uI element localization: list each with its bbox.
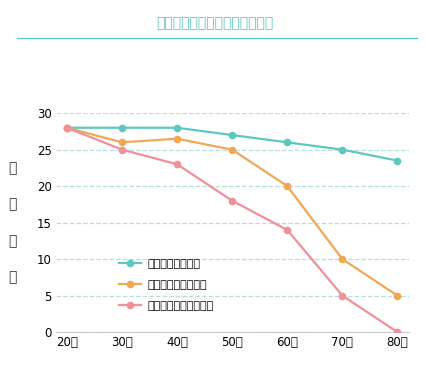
症状のある時だけ受診 [285,228,290,232]
Text: 歯: 歯 [9,161,17,175]
Line: 歯磨き指導を受けた: 歯磨き指導を受けた [64,124,401,299]
症状のある時だけ受診 [340,293,345,298]
症状のある時だけ受診 [395,330,400,334]
歯磨き指導を受けた [175,137,180,141]
定期的な予防管理 [395,158,400,163]
症状のある時だけ受診 [230,199,235,203]
定期的な予防管理 [340,147,345,152]
症状のある時だけ受診 [64,126,70,130]
症状のある時だけ受診 [175,162,180,166]
Text: 本: 本 [9,234,17,248]
歯磨き指導を受けた [340,257,345,261]
定期的な予防管理 [285,140,290,145]
Line: 症状のある時だけ受診: 症状のある時だけ受診 [64,124,401,335]
定期的な予防管理 [175,126,180,130]
Line: 定期的な予防管理: 定期的な予防管理 [64,124,401,164]
定期的な予防管理 [64,126,70,130]
Text: 数: 数 [9,270,17,284]
歯磨き指導を受けた [395,293,400,298]
Legend: 定期的な予防管理, 歯磨き指導を受けた, 症状のある時だけ受診: 定期的な予防管理, 歯磨き指導を受けた, 症状のある時だけ受診 [114,254,218,316]
症状のある時だけ受診 [120,147,125,152]
歯磨き指導を受けた [120,140,125,145]
歯磨き指導を受けた [230,147,235,152]
歯磨き指導を受けた [285,184,290,188]
Text: の: の [9,197,17,211]
定期的な予防管理 [230,133,235,137]
定期的な予防管理 [120,126,125,130]
歯磨き指導を受けた [64,126,70,130]
Text: 歯科医院のかかり方と歯の本数: 歯科医院のかかり方と歯の本数 [157,16,273,30]
